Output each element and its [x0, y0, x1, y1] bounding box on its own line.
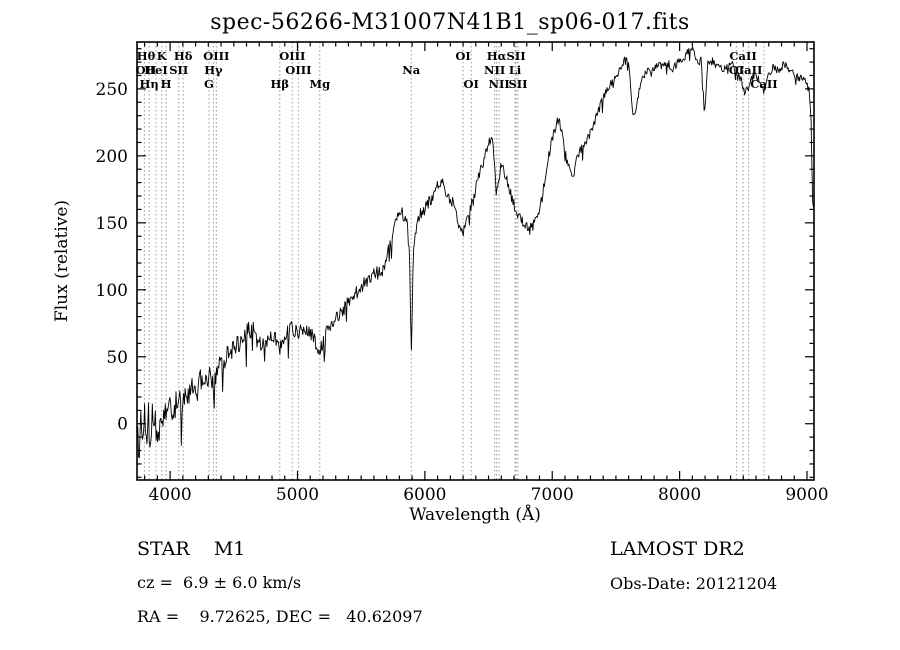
object-class-label: STAR M1	[137, 538, 246, 560]
svg-text:SII: SII	[508, 77, 527, 91]
svg-text:OI: OI	[464, 77, 479, 91]
svg-text:100: 100	[96, 281, 128, 301]
svg-text:Hδ: Hδ	[174, 49, 193, 63]
svg-text:CaII: CaII	[750, 77, 777, 91]
svg-text:OIII: OIII	[203, 49, 229, 63]
svg-text:9000: 9000	[785, 485, 828, 505]
svg-text:7000: 7000	[531, 485, 574, 505]
svg-text:NII: NII	[488, 77, 509, 91]
spectral-lines	[136, 42, 765, 480]
svg-text:Hθ: Hθ	[137, 49, 156, 63]
svg-text:4000: 4000	[148, 485, 191, 505]
x-axis-label: Wavelength (Å)	[409, 505, 541, 525]
svg-text:0: 0	[117, 415, 128, 435]
svg-text:H: H	[161, 77, 172, 91]
svg-text:Li: Li	[509, 63, 522, 77]
svg-text:OIII: OIII	[279, 49, 305, 63]
cz-value: cz = 6.9 ± 6.0 km/s	[137, 573, 302, 592]
svg-text:Hη: Hη	[139, 77, 158, 91]
plot-box	[136, 41, 815, 481]
svg-text:OIII: OIII	[285, 63, 311, 77]
svg-text:SII: SII	[507, 49, 526, 63]
svg-text:NII: NII	[484, 63, 505, 77]
y-ticks	[137, 48, 814, 478]
svg-text:OII: OII	[136, 63, 157, 77]
svg-text:OI: OI	[729, 63, 744, 77]
obs-date: Obs-Date: 20121204	[610, 574, 778, 593]
survey-label: LAMOST DR2	[610, 538, 745, 560]
svg-text:6000: 6000	[403, 485, 446, 505]
tick-labels: 4000 5000 6000 7000 8000 9000 0 50 100 150 200 250	[96, 80, 829, 505]
svg-text:Hβ: Hβ	[271, 77, 290, 91]
svg-text:Hγ: Hγ	[204, 63, 223, 77]
svg-text:CaII: CaII	[729, 49, 756, 63]
svg-text:200: 200	[96, 147, 128, 167]
svg-text:8000: 8000	[658, 485, 701, 505]
y-axis-label: Flux (relative)	[52, 199, 72, 323]
line-labels: OIIHθHηHeIKHSIIHδGHγOIIIHβOIIIOIIIMgNaOI…	[136, 49, 778, 91]
x-ticks	[144, 42, 808, 480]
svg-text:Mg: Mg	[309, 77, 330, 91]
svg-text:250: 250	[96, 80, 128, 100]
svg-text:50: 50	[106, 348, 128, 368]
svg-text:150: 150	[96, 214, 128, 234]
ra-dec-coords: RA = 9.72625, DEC = 40.62097	[137, 607, 423, 626]
spectrum-line	[136, 46, 814, 459]
svg-text:SII: SII	[169, 63, 188, 77]
svg-text:Na: Na	[402, 63, 421, 77]
svg-text:HeI: HeI	[144, 63, 168, 77]
svg-text:CaII: CaII	[735, 63, 762, 77]
page-title: spec-56266-M31007N41B1_sp06-017.fits	[210, 10, 690, 35]
svg-text:5000: 5000	[276, 485, 319, 505]
svg-text:G: G	[204, 77, 214, 91]
svg-text:K: K	[157, 49, 168, 63]
svg-text:Hα: Hα	[487, 49, 507, 63]
svg-text:OI: OI	[455, 49, 470, 63]
